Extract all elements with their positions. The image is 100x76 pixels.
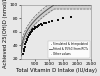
X-axis label: Total Vitamin D Intake (IU/day): Total Vitamin D Intake (IU/day) bbox=[16, 68, 97, 73]
Y-axis label: Achieved 25(OH)D (nmol/L): Achieved 25(OH)D (nmol/L) bbox=[4, 0, 8, 68]
Point bbox=[41, 25, 43, 26]
Point bbox=[37, 25, 39, 27]
Point bbox=[28, 37, 29, 38]
Point bbox=[27, 38, 28, 39]
Point bbox=[46, 22, 47, 23]
Point bbox=[32, 29, 34, 30]
Point bbox=[62, 18, 64, 19]
Point bbox=[24, 46, 25, 47]
Point bbox=[57, 19, 58, 20]
Point bbox=[40, 23, 42, 24]
Point bbox=[23, 48, 25, 49]
Point bbox=[34, 27, 36, 28]
Point bbox=[39, 24, 40, 25]
Point bbox=[29, 33, 31, 34]
Point bbox=[36, 26, 37, 27]
Point bbox=[33, 28, 35, 29]
Point bbox=[22, 53, 23, 54]
Point bbox=[71, 16, 72, 18]
Point bbox=[30, 31, 32, 33]
Point bbox=[48, 21, 50, 22]
Point bbox=[43, 23, 44, 24]
Point bbox=[25, 43, 26, 45]
Point bbox=[32, 29, 33, 31]
Point bbox=[23, 50, 24, 51]
Point bbox=[26, 39, 28, 41]
Point bbox=[29, 33, 30, 35]
Point bbox=[51, 21, 53, 22]
Legend: Simulated & Interpolated, Fitted & 95%CI from RCTs, Other values: Simulated & Interpolated, Fitted & 95%CI… bbox=[48, 41, 90, 58]
Point bbox=[28, 35, 30, 36]
Point bbox=[26, 41, 27, 43]
Point bbox=[34, 27, 36, 28]
Point bbox=[31, 30, 33, 31]
